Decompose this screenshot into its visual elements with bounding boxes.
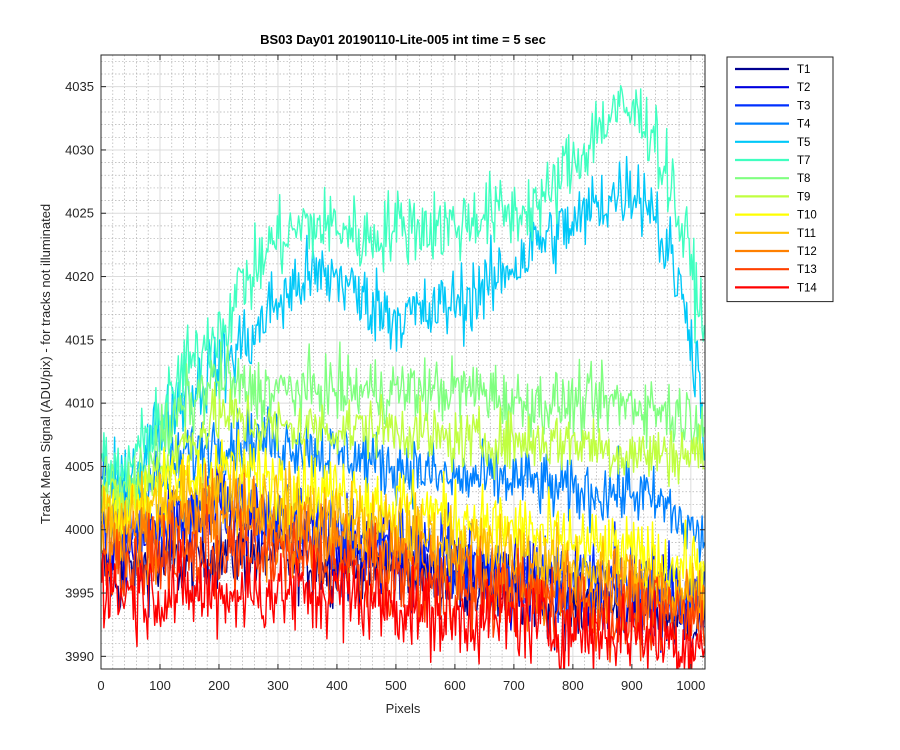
legend-label-t7: T7 xyxy=(797,155,810,167)
legend-label-t5: T5 xyxy=(797,137,810,149)
series-line-t5 xyxy=(101,155,705,526)
legend-label-t11: T11 xyxy=(797,228,816,240)
y-tick-label: 4015 xyxy=(65,332,94,347)
series-layer xyxy=(101,85,705,669)
series-line-t7 xyxy=(101,85,705,504)
legend-label-t3: T3 xyxy=(797,100,810,112)
legend-label-t14: T14 xyxy=(797,282,817,294)
x-tick-label: 1000 xyxy=(676,678,705,693)
legend-box xyxy=(726,56,834,303)
series-line-t9 xyxy=(101,381,705,527)
x-tick-label: 900 xyxy=(621,678,643,693)
legend-label-t4: T4 xyxy=(797,119,811,131)
series-line-t14 xyxy=(101,539,705,669)
y-tick-label: 4010 xyxy=(65,396,94,411)
legend-label-t10: T10 xyxy=(797,210,817,222)
y-tick-label: 4030 xyxy=(65,142,94,157)
x-tick-label: 0 xyxy=(97,678,104,693)
chart-title: BS03 Day01 20190110-Lite-005 int time = … xyxy=(260,32,546,47)
legend-label-t2: T2 xyxy=(797,82,810,94)
y-tick-label: 3995 xyxy=(65,586,94,601)
y-axis-label: Track Mean Signal (ADU/pix) - for tracks… xyxy=(38,204,53,524)
x-axis-label: Pixels xyxy=(386,701,421,716)
legend-label-t9: T9 xyxy=(797,191,810,203)
legend-label-t12: T12 xyxy=(797,246,817,258)
x-tick-label: 700 xyxy=(503,678,525,693)
plot-frame xyxy=(100,54,706,670)
x-tick-label: 800 xyxy=(562,678,584,693)
x-tick-label: 500 xyxy=(385,678,407,693)
y-tick-label: 4025 xyxy=(65,206,94,221)
y-axis: 3990 3995 4000 4005 4010 4015 4020 4025 4030 4035 xyxy=(65,79,705,664)
legend-label-t13: T13 xyxy=(797,264,817,276)
y-tick-label: 4000 xyxy=(65,522,94,537)
series-line-t12 xyxy=(101,463,705,641)
x-tick-label: 600 xyxy=(444,678,466,693)
x-tick-label: 200 xyxy=(208,678,230,693)
x-tick-label: 300 xyxy=(267,678,289,693)
legend-label-t8: T8 xyxy=(797,173,810,185)
x-tick-label: 100 xyxy=(149,678,171,693)
series-line-t8 xyxy=(101,341,705,523)
y-tick-label: 4020 xyxy=(65,269,94,284)
legend: T1 T2 T3 T4 T5 T7 T8 T9 T10 T11 T12 T13 T14 xyxy=(726,56,834,303)
y-tick-label: 4005 xyxy=(65,459,94,474)
y-tick-label: 3990 xyxy=(65,649,94,664)
x-axis: 0 100 200 300 400 500 600 700 800 900 1000 xyxy=(97,55,705,693)
y-tick-label: 4035 xyxy=(65,79,94,94)
x-tick-label: 400 xyxy=(326,678,348,693)
legend-label-t1: T1 xyxy=(797,64,810,76)
